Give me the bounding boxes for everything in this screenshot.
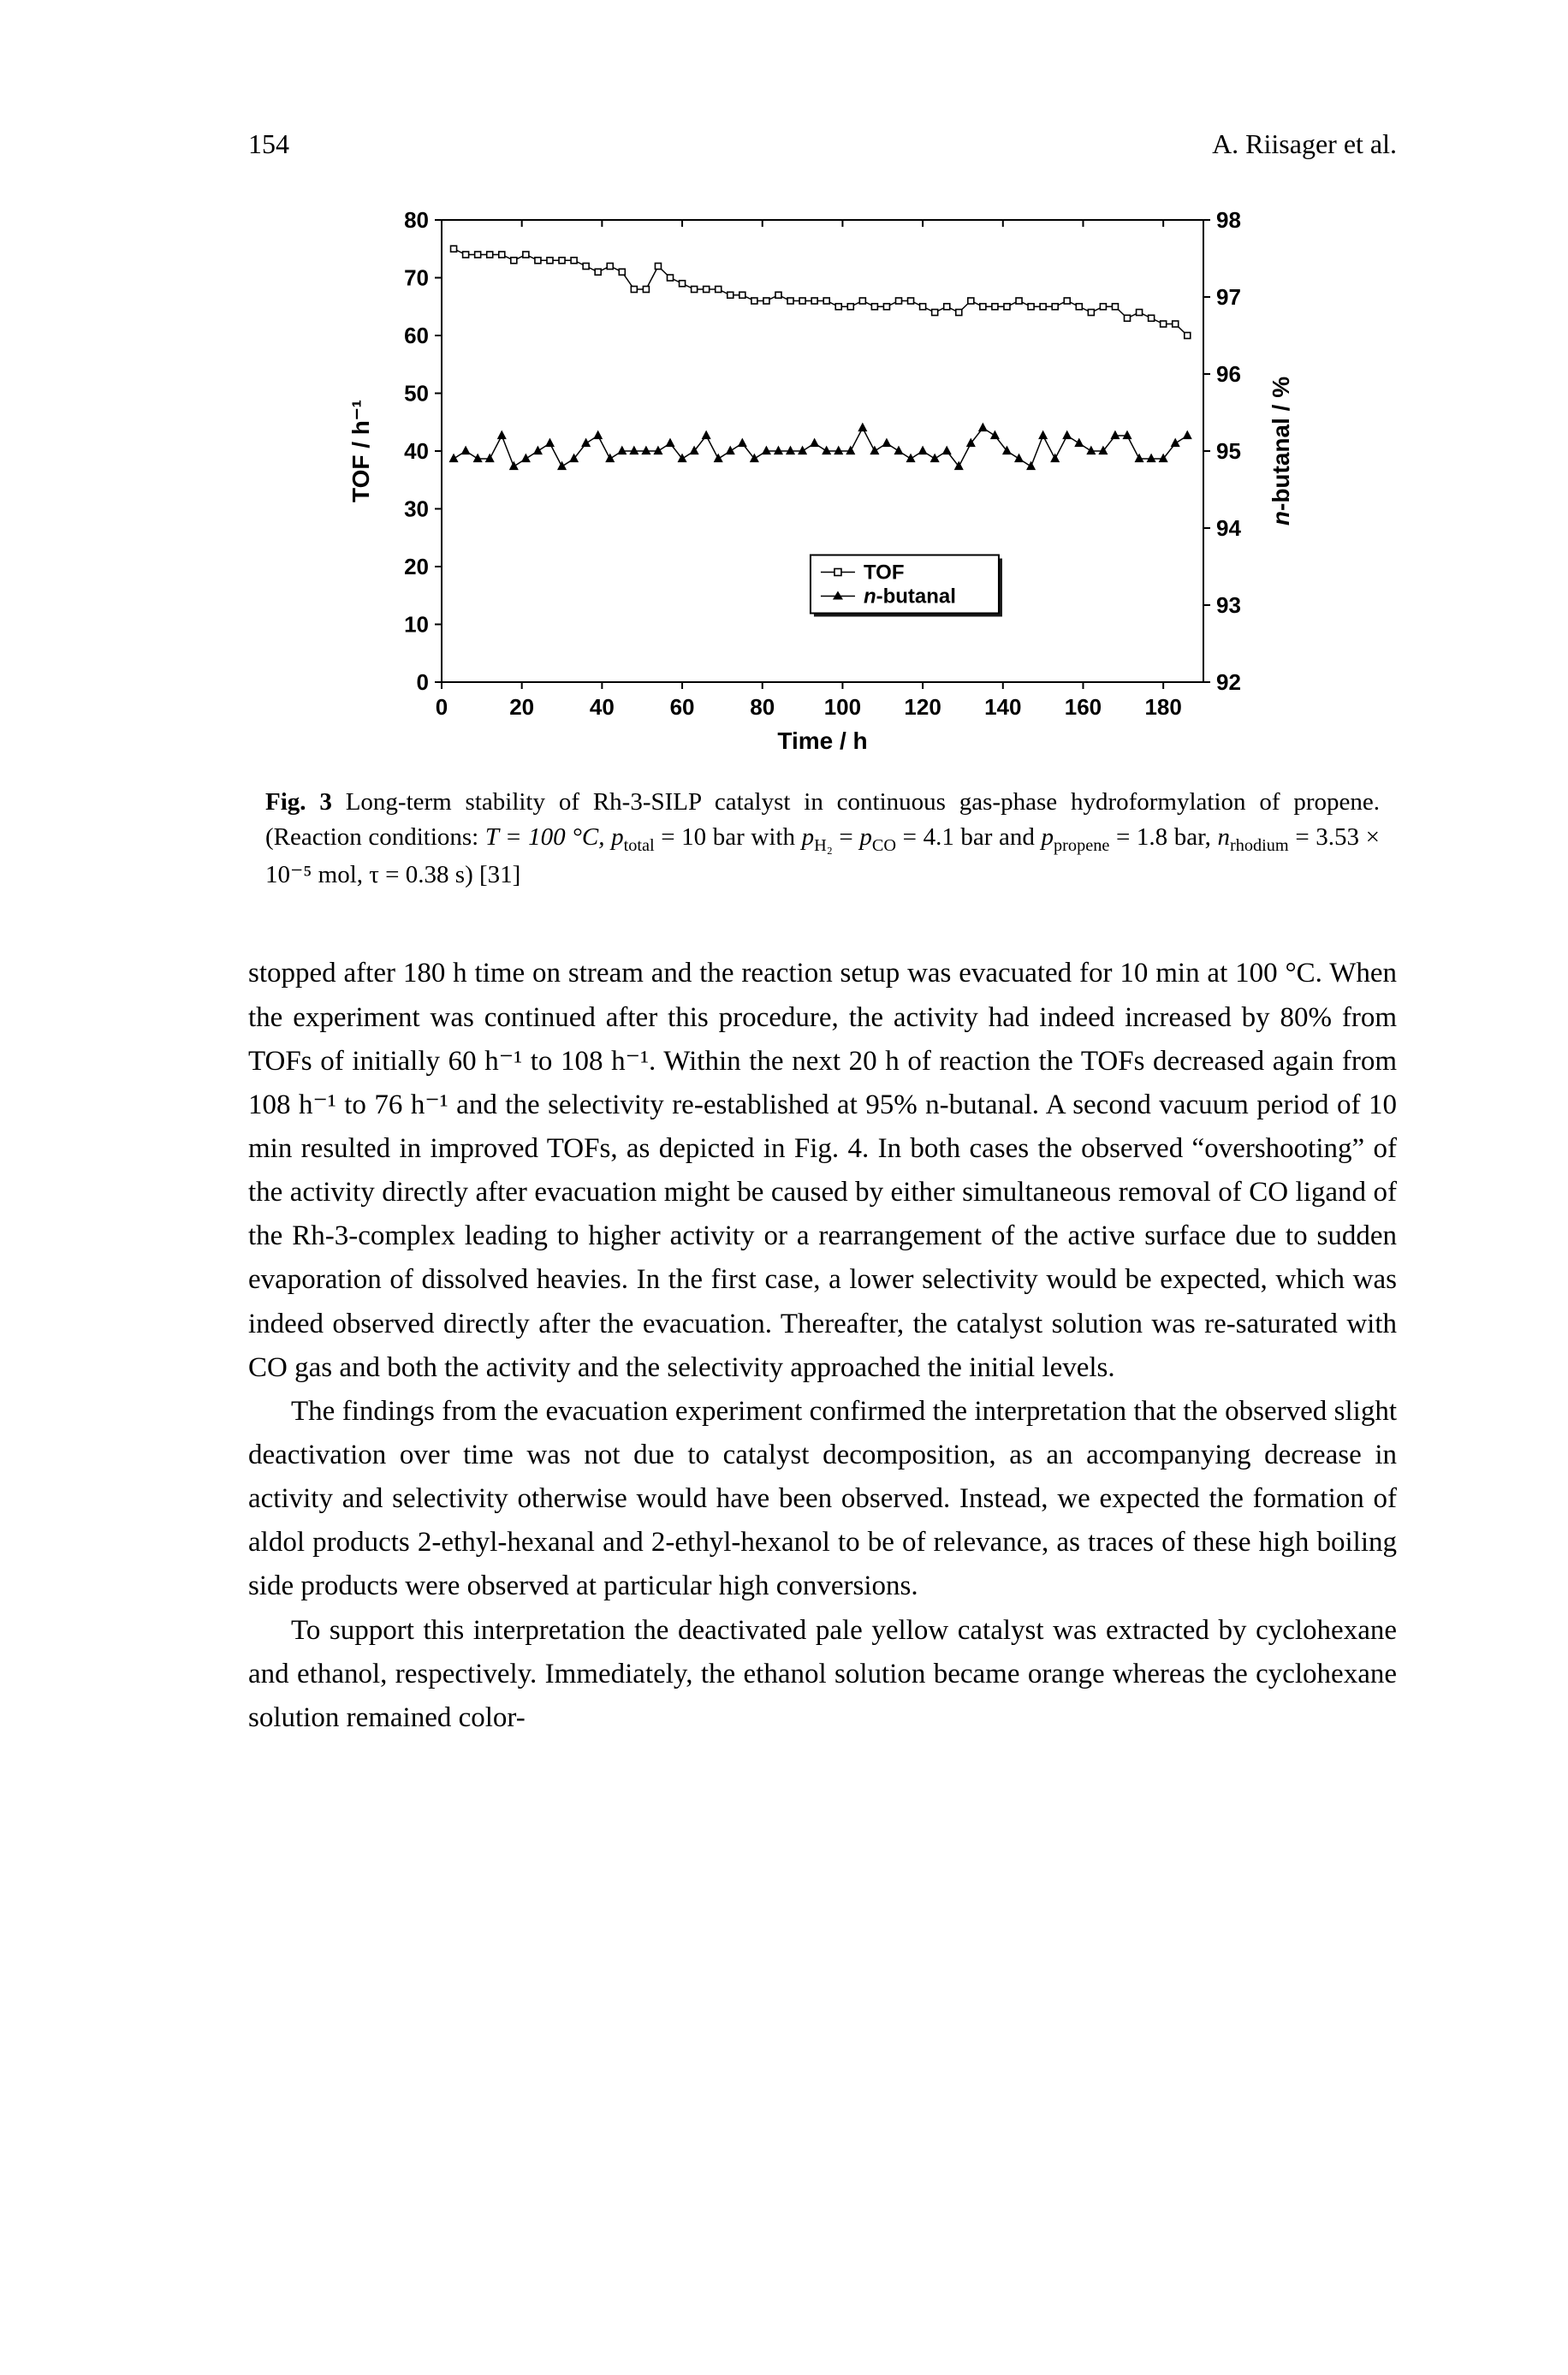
caption-ptotal-var: p bbox=[611, 823, 624, 851]
figure-label: Fig. 3 bbox=[265, 788, 332, 816]
caption-nrh-var: n bbox=[1217, 823, 1230, 851]
svg-text:100: 100 bbox=[824, 694, 861, 720]
caption-nrh-sub: rhodium bbox=[1230, 835, 1289, 854]
svg-text:140: 140 bbox=[984, 694, 1021, 720]
svg-text:n-butanal: n-butanal bbox=[864, 585, 956, 609]
caption-ppropene-var: p bbox=[1042, 823, 1054, 851]
figure-3-chart: 0 20 40 60 80 100 120 140 160 180 0 10 20 30 40 50 60 70 8… bbox=[339, 203, 1306, 759]
svg-text:160: 160 bbox=[1065, 694, 1102, 720]
caption-pco-var: p bbox=[859, 823, 872, 851]
svg-text:TOF: TOF bbox=[864, 561, 905, 585]
caption-pco-rest: = 4.1 bar and bbox=[896, 823, 1042, 851]
svg-text:94: 94 bbox=[1216, 515, 1241, 541]
svg-text:20: 20 bbox=[404, 554, 429, 579]
svg-text:Time / h: Time / h bbox=[777, 727, 867, 754]
caption-ptotal-rest: = 10 bar with bbox=[655, 823, 802, 851]
svg-text:0: 0 bbox=[436, 694, 448, 720]
svg-text:97: 97 bbox=[1216, 284, 1241, 310]
svg-text:180: 180 bbox=[1144, 694, 1181, 720]
svg-text:95: 95 bbox=[1216, 438, 1241, 464]
svg-text:80: 80 bbox=[750, 694, 775, 720]
svg-text:120: 120 bbox=[904, 694, 941, 720]
caption-T: T = 100 °C, bbox=[485, 823, 611, 851]
svg-text:0: 0 bbox=[417, 669, 429, 695]
svg-text:98: 98 bbox=[1216, 207, 1241, 233]
svg-text:50: 50 bbox=[404, 381, 429, 407]
svg-text:92: 92 bbox=[1216, 669, 1241, 695]
svg-text:60: 60 bbox=[670, 694, 695, 720]
svg-text:40: 40 bbox=[404, 438, 429, 464]
caption-ppropene-rest: = 1.8 bar, bbox=[1109, 823, 1217, 851]
body-text: stopped after 180 h time on stream and t… bbox=[248, 952, 1397, 1740]
paragraph-3: To support this interpretation the deact… bbox=[248, 1609, 1397, 1740]
caption-eq: = bbox=[833, 823, 860, 851]
svg-text:40: 40 bbox=[590, 694, 615, 720]
svg-text:n-butanal / %: n-butanal / % bbox=[1268, 377, 1294, 525]
svg-text:93: 93 bbox=[1216, 592, 1241, 618]
caption-ptotal-sub: total bbox=[624, 835, 655, 854]
svg-text:96: 96 bbox=[1216, 361, 1241, 387]
svg-text:10: 10 bbox=[404, 612, 429, 638]
running-head: A. Riisager et al. bbox=[1212, 128, 1397, 160]
caption-ppropene-sub: propene bbox=[1054, 835, 1109, 854]
caption-pco-sub: CO bbox=[872, 835, 896, 854]
paragraph-1: stopped after 180 h time on stream and t… bbox=[248, 952, 1397, 1389]
caption-ph2-sub: H₂ bbox=[814, 835, 833, 854]
y-left-label: TOF / h⁻¹ bbox=[347, 400, 374, 502]
caption-ph2-var: p bbox=[802, 823, 815, 851]
svg-text:30: 30 bbox=[404, 496, 429, 522]
paragraph-2: The findings from the evacuation experim… bbox=[248, 1390, 1397, 1609]
figure-3-caption: Fig. 3 Long-term stability of Rh-3-SILP … bbox=[265, 785, 1380, 892]
page-number: 154 bbox=[248, 128, 289, 160]
svg-text:60: 60 bbox=[404, 323, 429, 348]
svg-text:80: 80 bbox=[404, 207, 429, 233]
svg-text:20: 20 bbox=[509, 694, 534, 720]
svg-text:70: 70 bbox=[404, 265, 429, 291]
